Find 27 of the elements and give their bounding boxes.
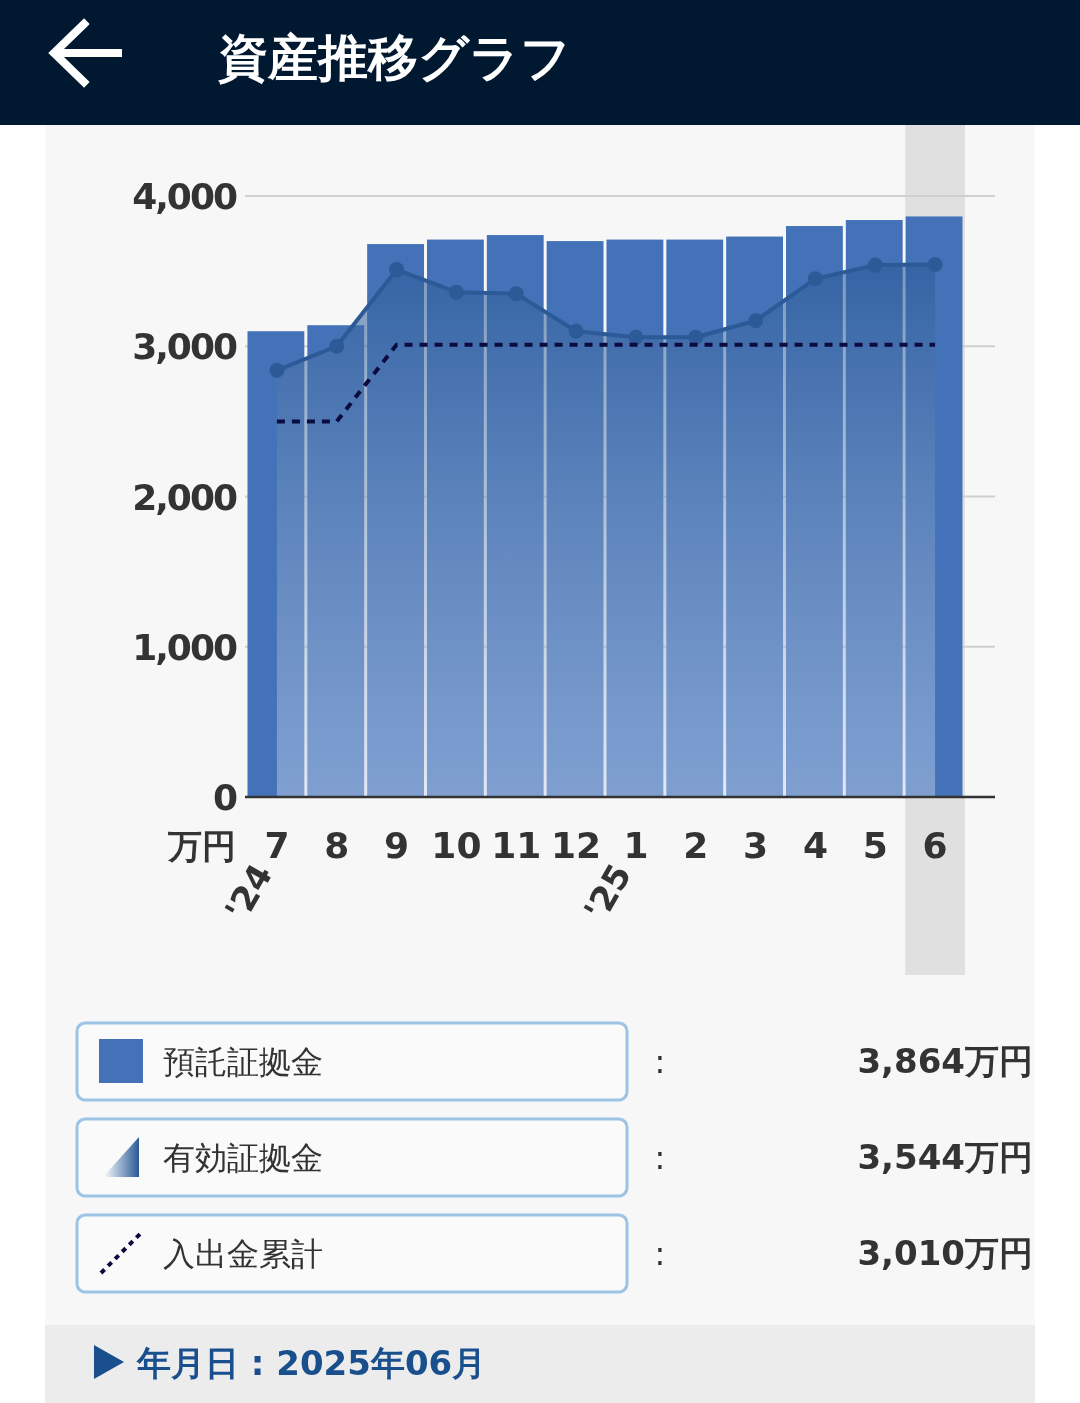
x-tick-label: 2 (683, 825, 709, 866)
x-tick-label: 11 (491, 825, 542, 866)
x-tick-label: 4 (802, 825, 828, 866)
text: : (654, 1139, 666, 1177)
legend-label: 有効証拠金 (163, 1139, 323, 1177)
chart-title: 資産推移グラフ (218, 29, 571, 87)
x-tick-label: 8 (324, 825, 350, 866)
y-tick-label: 0 (212, 777, 237, 818)
text: : (654, 1235, 666, 1273)
x-tick-label: 10 (431, 825, 482, 866)
y-tick-label: 1,000 (132, 626, 237, 668)
text: 年月日 : 2025年06月 (136, 1343, 487, 1383)
x-tick-label: 5 (862, 825, 888, 866)
legend-label: 入出金累計 (163, 1235, 323, 1273)
y-tick-label: 4,000 (132, 176, 237, 217)
y-tick-label: 2,000 (132, 476, 237, 518)
y-tick-label: 3,000 (132, 326, 237, 368)
text: 3,544万円 (857, 1137, 1033, 1177)
x-tick-label: 9 (384, 825, 410, 866)
x-tick-label: 7 (264, 825, 290, 866)
text: 3,864万円 (857, 1041, 1033, 1081)
text: : (654, 1043, 666, 1081)
x-tick-label: 3 (743, 825, 769, 866)
x-tick-label: 6 (922, 825, 948, 866)
text: 3,010万円 (857, 1233, 1033, 1273)
y-axis-title: 万円 (167, 826, 236, 866)
legend-label: 預託証拠金 (163, 1043, 323, 1081)
